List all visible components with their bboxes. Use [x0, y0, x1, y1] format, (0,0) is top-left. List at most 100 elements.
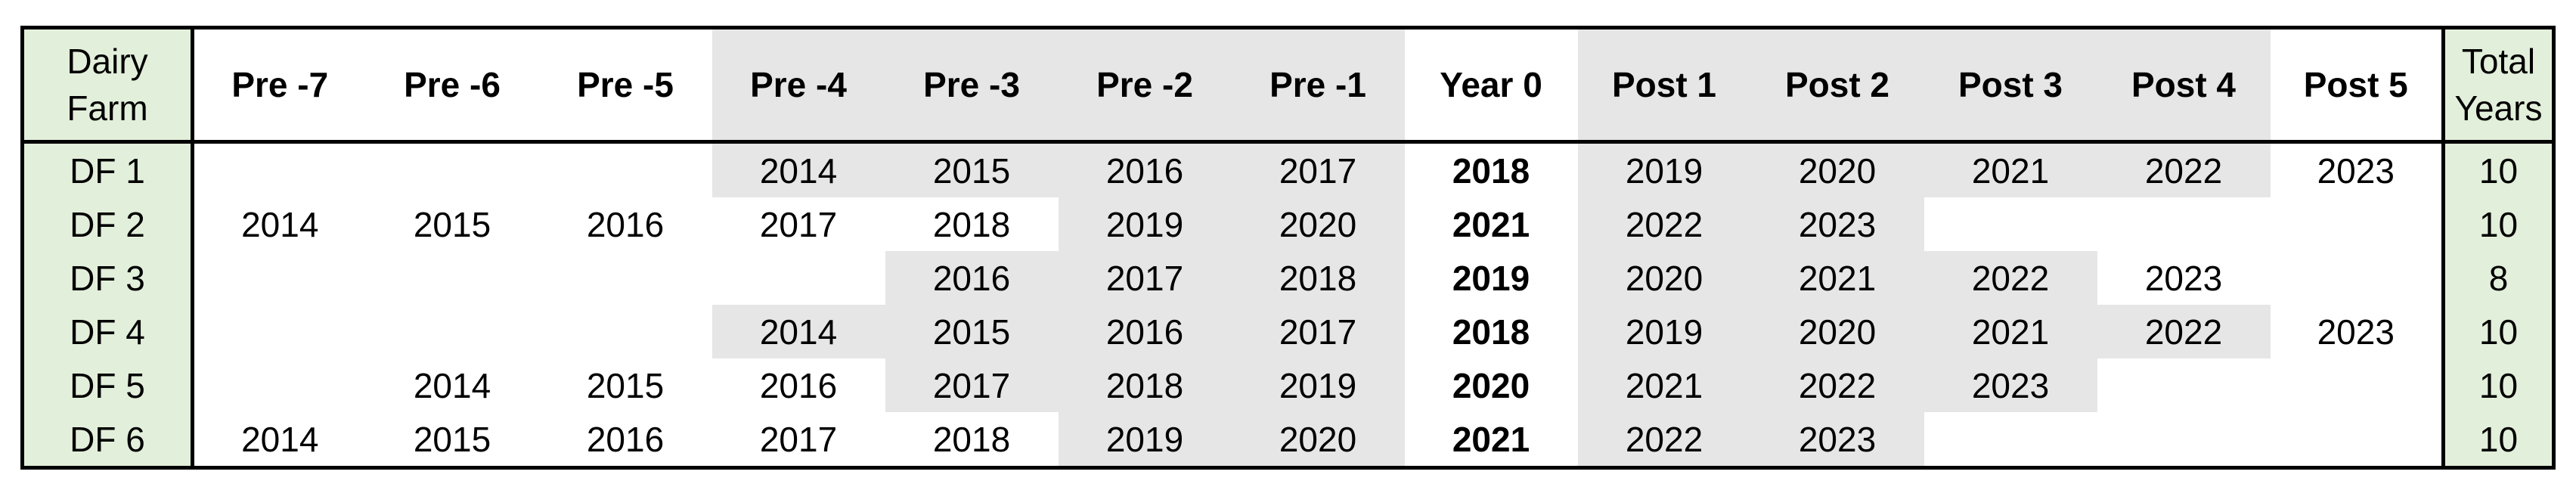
farm-column-header: Dairy Farm	[22, 27, 194, 142]
year-cell: 2014	[241, 204, 319, 244]
farm-header-line1: Dairy	[67, 42, 148, 81]
year-cell: 2021	[1577, 358, 1751, 412]
year-cell: 2021	[1923, 305, 2097, 358]
total-years-cell: 10	[2441, 305, 2554, 358]
year-cell: 2018	[1231, 251, 1405, 305]
year-cell: 2017	[1231, 305, 1405, 358]
table-row: DF 3 2016 2017 2018 2019 2020 2021 2022 2023 8	[22, 251, 2554, 305]
year-cell: 2015	[413, 204, 491, 244]
column-header: Pre -1	[1231, 27, 1405, 142]
year-cell	[1924, 197, 2097, 251]
total-header-line2: Years	[2454, 88, 2543, 128]
column-header: Pre -2	[1058, 27, 1232, 142]
year-cell	[2097, 412, 2271, 468]
farm-header-line2: Farm	[67, 88, 148, 128]
column-header: Pre -7	[231, 65, 329, 104]
year-zero-cell: 2020	[1452, 365, 1530, 405]
year-cell: 2022	[1750, 358, 1924, 412]
year-zero-cell: 2021	[1452, 419, 1530, 459]
column-header: Post 2	[1750, 27, 1924, 142]
farm-label: DF 4	[22, 305, 194, 358]
column-header: Pre -5	[577, 65, 674, 104]
table-row: DF 5 2014 2015 2016 2017 2018 2019 2020 2021 2022…	[22, 358, 2554, 412]
column-header: Post 1	[1577, 27, 1751, 142]
total-years-cell: 10	[2441, 412, 2554, 468]
year-cell: 2020	[1750, 305, 1924, 358]
year-cell: 2016	[885, 251, 1059, 305]
year-zero-cell: 2018	[1452, 312, 1530, 352]
year-cell	[712, 251, 885, 305]
year-cell: 2016	[586, 204, 665, 244]
year-cell: 2020	[1231, 197, 1405, 251]
year-cell: 2019	[1058, 197, 1232, 251]
year-cell: 2020	[1577, 251, 1751, 305]
year-cell	[2097, 358, 2271, 412]
year-cell: 2018	[1058, 358, 1232, 412]
column-header: Post 3	[1923, 27, 2097, 142]
year-cell: 2016	[1058, 141, 1232, 197]
year-cell: 2015	[885, 141, 1059, 197]
year-cell: 2019	[1058, 412, 1232, 468]
year-cell	[193, 251, 366, 305]
year-cell: 2014	[711, 141, 885, 197]
year-zero-cell: 2019	[1452, 258, 1530, 298]
year-cell: 2017	[885, 358, 1059, 412]
year-cell: 2017	[1058, 251, 1232, 305]
year-cell: 2014	[711, 305, 885, 358]
year-cell: 2023	[1923, 358, 2097, 412]
farm-label: DF 2	[22, 197, 194, 251]
farm-label: DF 5	[22, 358, 194, 412]
total-years-cell: 10	[2441, 141, 2554, 197]
year-cell	[2271, 197, 2444, 251]
year-cell: 2023	[1750, 197, 1924, 251]
year-cell: 2020	[1750, 141, 1924, 197]
year-cell	[2097, 197, 2271, 251]
column-header: Pre -6	[404, 65, 501, 104]
year-cell: 2017	[759, 204, 838, 244]
year-cell: 2019	[1577, 305, 1751, 358]
year-cell	[2271, 412, 2444, 468]
year-cell	[539, 251, 712, 305]
year-cell	[539, 142, 712, 198]
year-cell: 2022	[1923, 251, 2097, 305]
year-cell	[539, 305, 712, 358]
year-cell: 2016	[759, 365, 838, 405]
header-row: Dairy Farm Pre -7 Pre -6 Pre -5 Pre -4 Pre -3…	[22, 27, 2554, 142]
year-zero-cell: 2018	[1452, 150, 1530, 191]
year-cell: 2019	[1231, 358, 1405, 412]
year-cell	[1924, 412, 2097, 468]
column-header: Post 5	[2303, 65, 2408, 104]
year-cell	[2271, 251, 2444, 305]
total-header-line1: Total	[2461, 42, 2536, 81]
year-cell: 2020	[1231, 412, 1405, 468]
year-cell	[193, 142, 366, 198]
year-cell	[366, 305, 539, 358]
year-cell: 2022	[2097, 141, 2271, 197]
farm-label: DF 1	[22, 141, 194, 197]
table-row: DF 6 2014 2015 2016 2017 2018 2019 2020 2021 2022…	[22, 412, 2554, 468]
year-cell	[366, 142, 539, 198]
year-cell: 2022	[2097, 305, 2271, 358]
year-cell: 2021	[1750, 251, 1924, 305]
farm-label: DF 6	[22, 412, 194, 468]
year-cell	[193, 305, 366, 358]
year-zero-cell: 2021	[1452, 204, 1530, 244]
column-header: Pre -3	[885, 27, 1059, 142]
year-cell: 2014	[241, 419, 319, 459]
year-cell	[193, 358, 366, 412]
year-cell: 2015	[885, 305, 1059, 358]
column-header: Year 0	[1440, 65, 1542, 104]
year-cell: 2019	[1577, 141, 1751, 197]
year-cell: 2018	[932, 419, 1011, 459]
total-years-cell: 10	[2441, 197, 2554, 251]
year-cell: 2023	[1750, 412, 1924, 468]
year-cell	[366, 251, 539, 305]
year-cell: 2017	[759, 419, 838, 459]
dairy-farm-year-table: Dairy Farm Pre -7 Pre -6 Pre -5 Pre -4 Pre -3…	[20, 26, 2556, 470]
year-cell: 2015	[586, 365, 665, 405]
year-cell: 2023	[2317, 312, 2395, 352]
year-cell: 2021	[1923, 141, 2097, 197]
farm-label: DF 3	[22, 251, 194, 305]
table-row: DF 4 2014 2015 2016 2017 2018 2019 2020 2021 2022…	[22, 305, 2554, 358]
table-row: DF 2 2014 2015 2016 2017 2018 2019 2020 2021 2022…	[22, 197, 2554, 251]
